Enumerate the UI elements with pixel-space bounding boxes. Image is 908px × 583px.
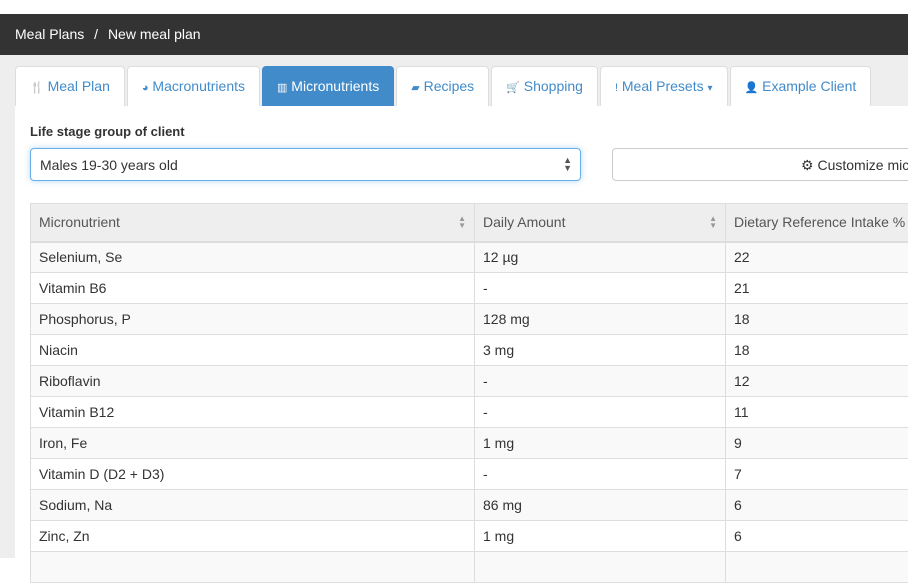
select-arrows-icon: ▲▼: [563, 156, 572, 172]
caret-down-icon: ▾: [707, 83, 712, 94]
table-cell: 22: [726, 242, 908, 273]
header-dri[interactable]: Dietary Reference Intake %: [726, 204, 908, 242]
breadcrumb-current: New meal plan: [108, 26, 201, 42]
life-stage-label: Life stage group of client: [30, 124, 185, 139]
table-cell: Riboflavin: [31, 366, 475, 397]
table-row: Riboflavin-12: [31, 366, 908, 397]
table-cell: 21: [726, 273, 908, 304]
table-cell: 9: [726, 428, 908, 459]
table-row: [31, 552, 908, 583]
gear-icon: ⚙: [801, 157, 814, 173]
table-cell: [726, 552, 908, 583]
tab-recipes[interactable]: ▰ Recipes: [396, 66, 489, 106]
table-row: Vitamin B12-11: [31, 397, 908, 428]
tab-label: Recipes: [424, 78, 475, 94]
tab-label: Example Client: [762, 78, 856, 94]
bar-chart-icon: ▥: [277, 82, 287, 94]
table-cell: Iron, Fe: [31, 428, 475, 459]
tab-bar: 🍴 Meal Plan◕ Macronutrients▥ Micronutrie…: [15, 66, 871, 106]
table-cell: 11: [726, 397, 908, 428]
table-cell: 3 mg: [475, 335, 726, 366]
table-cell: -: [475, 366, 726, 397]
table-cell: Zinc, Zn: [31, 521, 475, 552]
table-cell: 6: [726, 490, 908, 521]
table-cell: Vitamin B6: [31, 273, 475, 304]
table-cell: Phosphorus, P: [31, 304, 475, 335]
customize-button[interactable]: ⚙ Customize micr: [612, 148, 908, 181]
selected-value: Males 19-30 years old: [40, 157, 178, 173]
customize-label: Customize micr: [817, 157, 908, 173]
pie-chart-icon: ◕: [142, 82, 149, 94]
tab-micronutrients[interactable]: ▥ Micronutrients: [262, 66, 394, 106]
table-cell: -: [475, 397, 726, 428]
tab-meal-presets[interactable]: ! Meal Presets ▾: [600, 66, 728, 106]
sort-icon: ▲▼: [709, 215, 717, 229]
header-label: Micronutrient: [39, 214, 120, 230]
table-cell: 1 mg: [475, 521, 726, 552]
header-daily-amount[interactable]: Daily Amount ▲▼: [475, 204, 726, 242]
table-cell: 128 mg: [475, 304, 726, 335]
table-cell: Vitamin B12: [31, 397, 475, 428]
table-cell: 7: [726, 459, 908, 490]
micronutrients-panel: Life stage group of client Males 19-30 y…: [15, 106, 908, 566]
table-cell: 86 mg: [475, 490, 726, 521]
table-row: Vitamin B6-21: [31, 273, 908, 304]
header-label: Dietary Reference Intake %: [734, 214, 905, 230]
tab-label: Macronutrients: [152, 78, 245, 94]
tab-shopping[interactable]: 🛒 Shopping: [491, 66, 598, 106]
table-cell: 6: [726, 521, 908, 552]
tab-label: Micronutrients: [291, 78, 379, 94]
pin-icon: !: [615, 82, 618, 94]
tab-macronutrients[interactable]: ◕ Macronutrients: [127, 66, 260, 106]
table-cell: [475, 552, 726, 583]
table-cell: Sodium, Na: [31, 490, 475, 521]
breadcrumb-meal-plans[interactable]: Meal Plans: [15, 26, 84, 42]
cutlery-icon: 🍴: [30, 82, 44, 94]
tab-example-client[interactable]: 👤 Example Client: [730, 66, 872, 106]
tab-label: Meal Presets: [622, 78, 704, 94]
table-row: Vitamin D (D2 + D3)-7: [31, 459, 908, 490]
micronutrient-table: Micronutrient ▲▼ Daily Amount ▲▼ Dietary R…: [30, 203, 908, 583]
user-icon: 👤: [745, 82, 759, 94]
tab-meal-plan[interactable]: 🍴 Meal Plan: [15, 66, 125, 106]
table-cell: -: [475, 273, 726, 304]
cart-icon: 🛒: [506, 82, 520, 94]
table-cell: -: [475, 459, 726, 490]
table-cell: 18: [726, 304, 908, 335]
table-cell: Vitamin D (D2 + D3): [31, 459, 475, 490]
table-cell: Niacin: [31, 335, 475, 366]
life-stage-select[interactable]: Males 19-30 years old ▲▼: [30, 148, 581, 181]
table-cell: [31, 552, 475, 583]
sort-icon: ▲▼: [458, 215, 466, 229]
table-cell: 18: [726, 335, 908, 366]
tab-label: Shopping: [524, 78, 583, 94]
header-micronutrient[interactable]: Micronutrient ▲▼: [31, 204, 475, 242]
breadcrumb: Meal Plans / New meal plan: [0, 14, 908, 55]
table-cell: 1 mg: [475, 428, 726, 459]
book-icon: ▰: [411, 82, 419, 94]
header-label: Daily Amount: [483, 214, 565, 230]
table-cell: Selenium, Se: [31, 242, 475, 273]
table-cell: 12 µg: [475, 242, 726, 273]
table-cell: 12: [726, 366, 908, 397]
tab-label: Meal Plan: [48, 78, 110, 94]
breadcrumb-separator: /: [94, 26, 98, 42]
